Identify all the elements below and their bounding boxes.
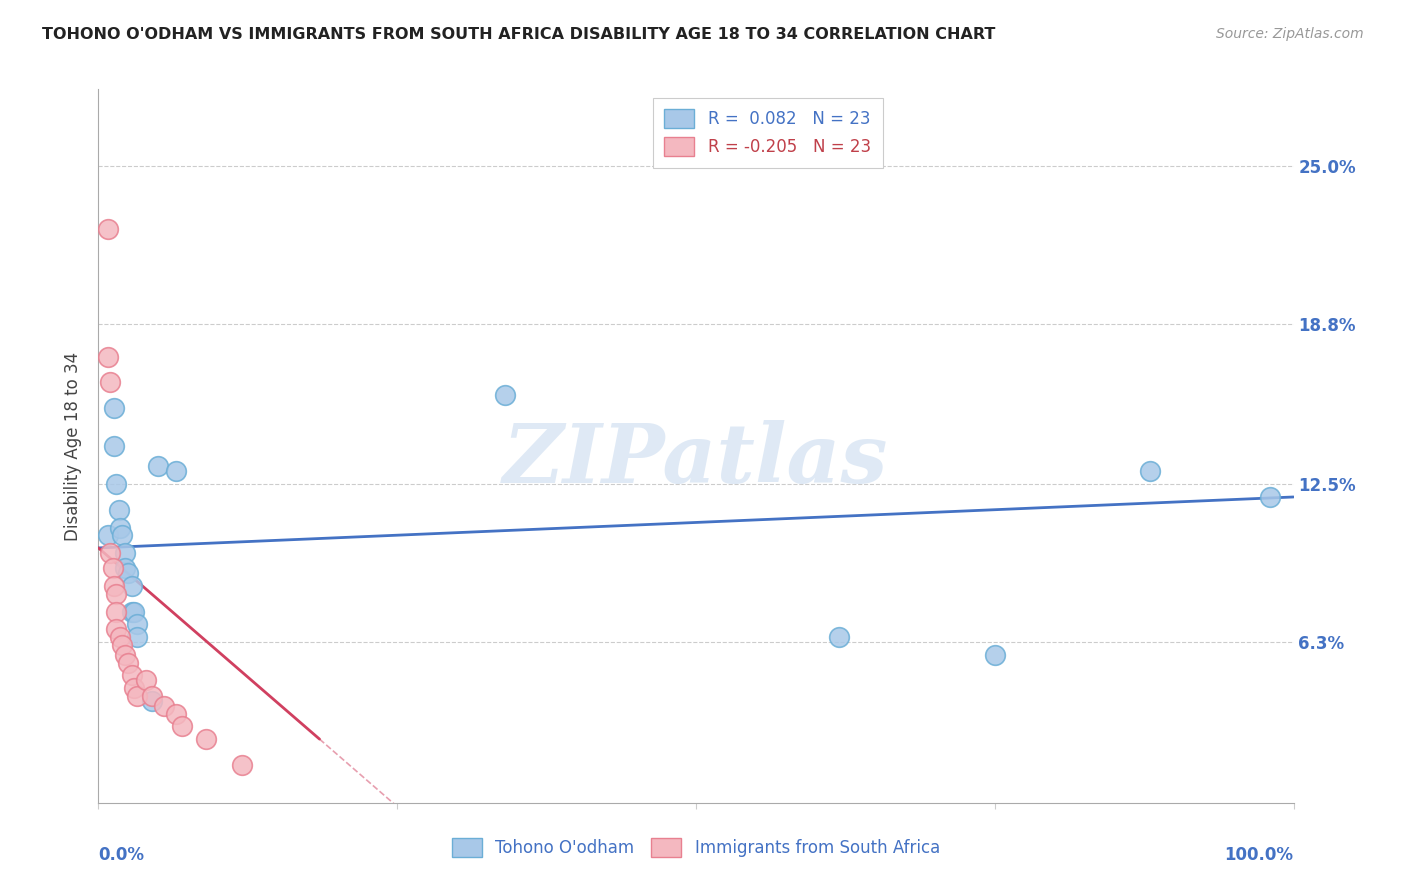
Point — [124, 681, 146, 695]
Point — [114, 561, 136, 575]
Point — [97, 222, 120, 236]
Point — [105, 623, 128, 637]
Point — [121, 605, 143, 619]
Point — [101, 561, 124, 575]
Point — [165, 706, 187, 721]
Point — [194, 732, 218, 747]
Point — [105, 605, 128, 619]
Point — [114, 648, 136, 662]
Point — [121, 668, 143, 682]
Point — [103, 579, 125, 593]
Point — [1258, 490, 1281, 504]
Point — [117, 566, 139, 581]
Point — [125, 630, 148, 644]
Point — [231, 757, 253, 772]
Point — [125, 617, 148, 632]
Point — [114, 546, 136, 560]
Point — [141, 689, 163, 703]
Text: 100.0%: 100.0% — [1225, 846, 1294, 863]
Point — [165, 465, 187, 479]
Point — [105, 477, 128, 491]
Point — [111, 638, 134, 652]
Point — [105, 587, 128, 601]
Point — [172, 719, 194, 733]
Point — [153, 698, 176, 713]
Point — [108, 520, 131, 534]
Point — [125, 689, 148, 703]
Point — [107, 502, 129, 516]
Point — [98, 546, 122, 560]
Text: ZIPatlas: ZIPatlas — [503, 420, 889, 500]
Text: Source: ZipAtlas.com: Source: ZipAtlas.com — [1216, 27, 1364, 41]
Point — [148, 459, 170, 474]
Point — [103, 401, 125, 415]
Text: TOHONO O'ODHAM VS IMMIGRANTS FROM SOUTH AFRICA DISABILITY AGE 18 TO 34 CORRELATI: TOHONO O'ODHAM VS IMMIGRANTS FROM SOUTH … — [42, 27, 995, 42]
Point — [108, 630, 131, 644]
Point — [1139, 465, 1161, 479]
Point — [117, 656, 139, 670]
Point — [97, 350, 120, 364]
Point — [141, 694, 163, 708]
Y-axis label: Disability Age 18 to 34: Disability Age 18 to 34 — [65, 351, 83, 541]
Point — [103, 439, 125, 453]
Legend: Tohono O'odham, Immigrants from South Africa: Tohono O'odham, Immigrants from South Af… — [444, 830, 948, 866]
Point — [828, 630, 851, 644]
Point — [135, 673, 157, 688]
Point — [111, 528, 134, 542]
Point — [124, 605, 146, 619]
Point — [494, 388, 516, 402]
Point — [121, 579, 143, 593]
Point — [98, 376, 122, 390]
Text: 0.0%: 0.0% — [98, 846, 145, 863]
Point — [984, 648, 1007, 662]
Point — [97, 528, 120, 542]
